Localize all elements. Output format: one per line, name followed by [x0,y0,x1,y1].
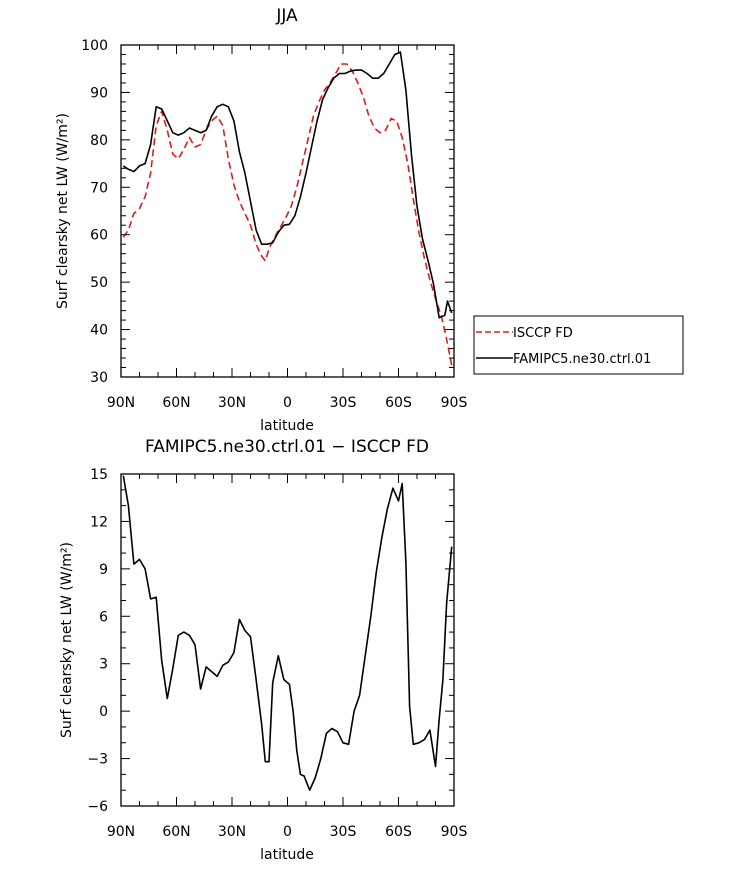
top-chart-ytick-label: 50 [90,275,108,291]
top-chart-ytick-label: 90 [90,85,108,101]
bottom-chart-xtick-label: 60N [162,824,190,840]
top-chart-ytick-label: 40 [90,323,108,339]
top-chart-xtick-label: 90N [107,395,135,411]
bottom-chart-xlabel: latitude [260,847,314,863]
bottom-chart-ytick-label: 6 [99,609,108,625]
bottom-chart-ytick-label: 3 [99,657,108,673]
bottom-chart-ytick-label: −6 [87,799,108,815]
bottom-chart-xtick-label: 90N [107,824,135,840]
bottom-chart-ylabel: Surf clearsky net LW (W/m²) [59,542,75,738]
top-chart-xtick-label: 0 [283,395,292,411]
top-chart-ytick-label: 70 [90,180,108,196]
top-chart-ytick-label: 60 [90,228,108,244]
bottom-chart-xtick-label: 60S [385,824,412,840]
top-chart-legend: ISCCP FD FAMIPC5.ne30.ctrl.01 [473,315,684,375]
top-chart-series-layer [122,51,453,366]
top-chart-xtick-label: 60S [385,395,412,411]
bottom-chart-ytick-label: 12 [90,514,108,530]
top-chart-xtick-label: 60N [162,395,190,411]
legend-label-isccp: ISCCP FD [513,326,573,341]
bottom-chart-ytick-label: 15 [90,467,108,483]
legend-box [473,315,684,375]
top-chart-series-line-isccp-fd [122,63,453,366]
bottom-chart-xtick-label: 0 [283,824,292,840]
bottom-chart-xtick-label: 30S [330,824,357,840]
bottom-chart-series-layer [122,475,453,791]
top-chart-xtick-label: 30N [218,395,246,411]
top-chart-xtick-label: 30S [330,395,357,411]
top-chart-ytick-label: 30 [90,370,108,386]
top-chart-frame [120,44,455,378]
bottom-chart-xtick-label: 90S [441,824,468,840]
bottom-chart-series-line-difference [122,475,453,791]
top-chart-ytick-label: 100 [81,38,108,54]
legend-label-famipc5: FAMIPC5.ne30.ctrl.01 [513,352,651,367]
top-chart-ticks: 90N 60N 30N 0 30S 60S 90S 30 40 50 60 70 80 90 100 [81,38,467,411]
bottom-chart-ytick-label: 9 [99,562,108,578]
top-chart-ylabel: Surf clearsky net LW (W/m²) [55,113,71,309]
bottom-chart-ytick-label: −3 [87,752,108,768]
bottom-chart: FAMIPC5.ne30.ctrl.01 − ISCCP FD 90N 60N 30… [59,437,467,863]
top-chart-series-line-famipc5-ne30-ctrl-01 [122,51,453,319]
bottom-chart-ytick-label: 0 [99,704,108,720]
top-chart-ytick-label: 80 [90,133,108,149]
top-chart-xlabel: latitude [260,418,314,434]
top-chart-xtick-label: 90S [441,395,468,411]
top-chart: JJA 90N 60N 30N 0 30S 60S 90S 30 40 50 60 70 80 90 100… [55,6,684,434]
bottom-chart-title: FAMIPC5.ne30.ctrl.01 − ISCCP FD [145,437,429,457]
top-chart-title: JJA [275,6,298,26]
bottom-chart-xtick-label: 30N [218,824,246,840]
bottom-chart-ticks: 90N 60N 30N 0 30S 60S 90S −6 −3 0 3 6 9 12 15 [87,467,467,840]
